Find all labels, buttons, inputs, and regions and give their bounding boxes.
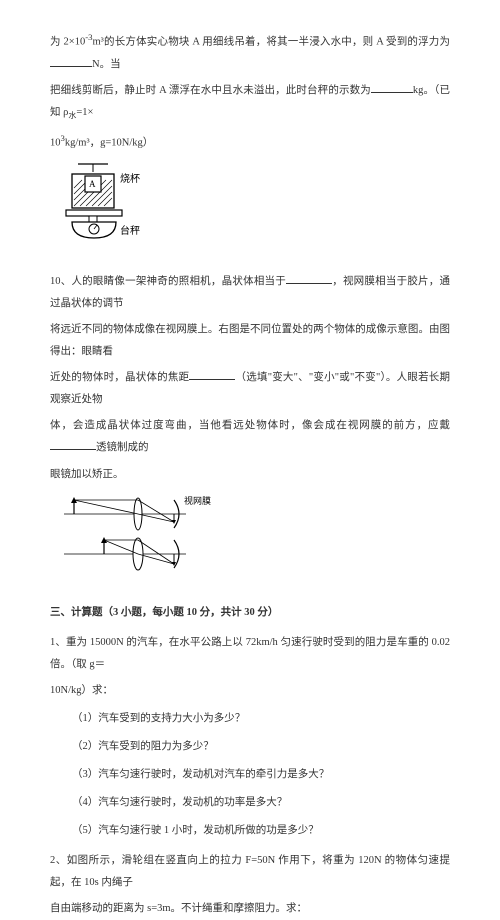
s3q1-sub1: （1）汽车受到的支持力大小为多少？ (50, 708, 450, 730)
q10-line2: 将远近不同的物体成像在视网膜上。右图是不同位置处的两个物体的成像示意图。由图得出… (50, 319, 450, 363)
scale-label: 台秤 (120, 224, 140, 237)
blank-field (286, 272, 332, 284)
q10-line3: 近处的物体时，晶状体的焦距（选填"变大"、"变小"或"不变"）。人眼若长期观察近… (50, 367, 450, 411)
section3-title: 三、计算题（3 小题，每小题 10 分，共计 30 分） (50, 602, 450, 624)
q10-text: 透镜制成的 (96, 442, 149, 453)
q10-text: 眼镜加以矫正。 (50, 469, 124, 480)
blank-field (371, 81, 413, 93)
q10-line4: 体，会造成晶状体过度弯曲，当他看远处物体时，像会成在视网膜的前方，应戴透镜制成的 (50, 415, 450, 459)
beaker-label: 烧杯 (120, 172, 140, 185)
q9-line1: 为 2×10-3m³的长方体实心物块 A 用细线吊着，将其一半浸入水中，则 A … (50, 28, 450, 76)
q9-line2: 把细线剪断后，静止时 A 漂浮在水中且水未溢出，此时台秤的示数为kg。（已知 ρ… (50, 80, 450, 125)
s3q1-text: 1、重为 15000N 的汽车，在水平公路上以 72km/h 匀速行驶时受到的阻… (50, 637, 450, 670)
q9-text: 10 (50, 137, 61, 148)
blank-field (50, 438, 96, 450)
q10-figure: 视网膜 (56, 494, 450, 588)
q10-text: 近处的物体时，晶状体的焦距 (50, 372, 189, 383)
s3q1-stem: 1、重为 15000N 的汽车，在水平公路上以 72km/h 匀速行驶时受到的阻… (50, 632, 450, 676)
q9-text: 把细线剪断后，静止时 A 漂浮在水中且水未溢出，此时台秤的示数为 (50, 85, 371, 96)
q9-text: 为 2×10 (50, 37, 85, 48)
q10-line1: 10、人的眼睛像一架神奇的照相机，晶状体相当于，视网膜相当于胶片，通过晶状体的调… (50, 271, 450, 315)
blank-field (189, 368, 235, 380)
q9-text: kg/m³，g=10N/kg） (65, 137, 153, 148)
s3q2-stem: 2、如图所示，滑轮组在竖直向上的拉力 F=50N 作用下，将重为 120N 的物… (50, 850, 450, 894)
retina-label: 视网膜 (184, 495, 211, 506)
q10-text: 将远近不同的物体成像在视网膜上。右图是不同位置处的两个物体的成像示意图。由图得出… (50, 324, 450, 357)
eye-lens-diagram: 视网膜 (56, 494, 216, 579)
s3q2-stem2: 自由端移动的距离为 s=3m。不计绳重和摩擦阻力。求： (50, 898, 450, 920)
s3q1-stem2: 10N/kg）求： (50, 680, 450, 702)
q10-text: 体，会造成晶状体过度弯曲，当他看远处物体时，像会成在视网膜的前方，应戴 (50, 420, 450, 431)
scale-beaker-diagram: A 烧杯 台秤 (56, 162, 151, 252)
s3q1-sub4: （4）汽车匀速行驶时，发动机的功率是多大？ (50, 792, 450, 814)
q9-sup: -3 (85, 32, 92, 42)
q9-text: m³的长方体实心物块 A 用细线吊着，将其一半浸入水中，则 A 受到的浮力为 (93, 37, 451, 48)
q10-text: 10、人的眼睛像一架神奇的照相机，晶状体相当于 (50, 276, 286, 287)
q9-figure: A 烧杯 台秤 (56, 162, 450, 261)
block-label: A (89, 179, 96, 189)
s3q1-sub2: （2）汽车受到的阻力为多少？ (50, 736, 450, 758)
q9-text: =1× (76, 107, 93, 118)
s3q1-sub5: （5）汽车匀速行驶 1 小时，发动机所做的功是多少？ (50, 820, 450, 842)
q10-line5: 眼镜加以矫正。 (50, 464, 450, 486)
s3q1-sub3: （3）汽车匀速行驶时，发动机对汽车的牵引力是多大？ (50, 764, 450, 786)
blank-field (50, 55, 92, 67)
s3q2-text: 2、如图所示，滑轮组在竖直向上的拉力 F=50N 作用下，将重为 120N 的物… (50, 855, 450, 888)
s3q1-text: 10N/kg）求： (50, 685, 113, 696)
s3q2-text: 自由端移动的距离为 s=3m。不计绳重和摩擦阻力。求： (50, 903, 307, 914)
q9-line3: 103kg/m³，g=10N/kg） (50, 129, 450, 155)
q9-text: N。当 (92, 59, 121, 70)
